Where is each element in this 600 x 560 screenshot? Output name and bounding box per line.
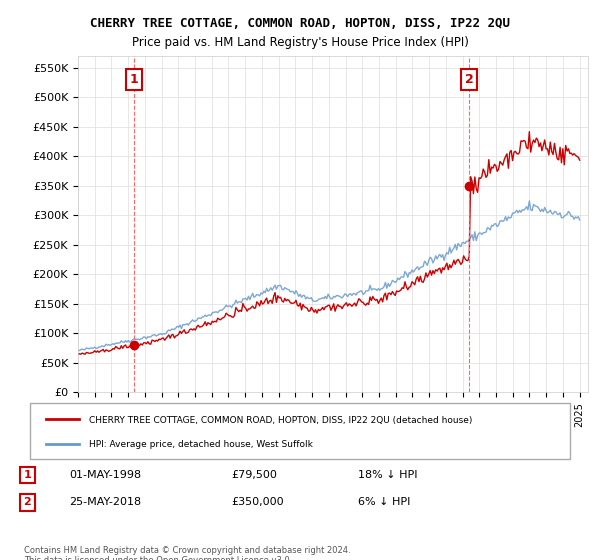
Text: 01-MAY-1998: 01-MAY-1998	[70, 470, 142, 480]
Text: 1: 1	[130, 73, 138, 86]
Text: 2: 2	[23, 497, 31, 507]
Text: 25-MAY-2018: 25-MAY-2018	[70, 497, 142, 507]
Text: HPI: Average price, detached house, West Suffolk: HPI: Average price, detached house, West…	[89, 440, 313, 449]
Text: Contains HM Land Registry data © Crown copyright and database right 2024.
This d: Contains HM Land Registry data © Crown c…	[24, 546, 350, 560]
Text: 18% ↓ HPI: 18% ↓ HPI	[358, 470, 417, 480]
Text: CHERRY TREE COTTAGE, COMMON ROAD, HOPTON, DISS, IP22 2QU (detached house): CHERRY TREE COTTAGE, COMMON ROAD, HOPTON…	[89, 416, 473, 424]
Text: £350,000: £350,000	[231, 497, 284, 507]
Text: 2: 2	[465, 73, 473, 86]
FancyBboxPatch shape	[30, 403, 570, 459]
Text: Price paid vs. HM Land Registry's House Price Index (HPI): Price paid vs. HM Land Registry's House …	[131, 36, 469, 49]
Text: 6% ↓ HPI: 6% ↓ HPI	[358, 497, 410, 507]
Text: CHERRY TREE COTTAGE, COMMON ROAD, HOPTON, DISS, IP22 2QU: CHERRY TREE COTTAGE, COMMON ROAD, HOPTON…	[90, 17, 510, 30]
Text: 1: 1	[23, 470, 31, 480]
Text: £79,500: £79,500	[231, 470, 277, 480]
